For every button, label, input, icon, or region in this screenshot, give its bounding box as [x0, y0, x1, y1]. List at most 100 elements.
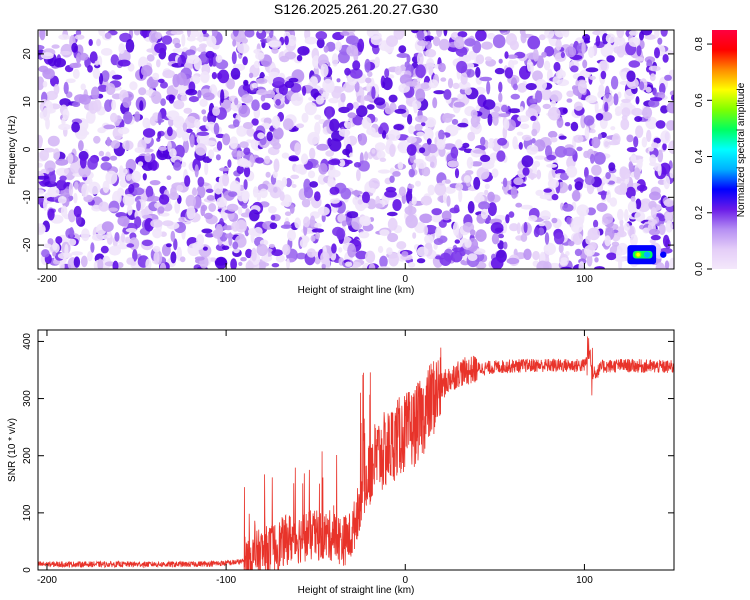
spectrogram-cell: [202, 30, 207, 35]
spectrogram-cell: [271, 47, 279, 54]
spectrogram-cell: [88, 39, 93, 46]
spectrogram-cell: [593, 266, 606, 269]
spectrogram-cell: [505, 33, 517, 46]
spectrogram-cell: [585, 95, 598, 104]
spectrogram-cell: [387, 217, 398, 231]
spectrogram-cell: [181, 33, 186, 47]
spectrogram-cell: [621, 107, 631, 117]
spectrogram-cell: [533, 160, 541, 168]
spectrogram-cell: [146, 54, 155, 62]
spectrogram-cell: [256, 89, 268, 96]
spectrogram-cell: [173, 238, 178, 251]
spectrogram-cell: [227, 191, 238, 198]
spectrogram-cell: [595, 113, 604, 121]
spectrogram-cell: [465, 170, 474, 175]
spectrogram-cell: [478, 201, 490, 210]
spectrogram-cell: [411, 196, 417, 206]
spectrogram-cell: [157, 111, 162, 126]
spectrogram-cell: [57, 196, 67, 204]
spectrogram-cell: [78, 165, 91, 178]
spectrogram-cell: [439, 38, 450, 51]
spectrogram-cell: [246, 127, 255, 137]
spectrogram-cell: [546, 163, 558, 168]
spectrogram-cell: [570, 65, 579, 73]
spectrogram-cell: [406, 144, 417, 156]
spectrogram-cell: [615, 248, 622, 262]
spectrogram-cell: [139, 30, 152, 38]
spectrogram-cell: [126, 243, 135, 248]
spectrogram-cell: [184, 116, 197, 129]
x-tick-label: 100: [576, 575, 593, 586]
spectrogram-cell: [174, 42, 181, 49]
spectrogram-cell: [660, 30, 668, 37]
spectrogram-cell: [230, 67, 241, 80]
spectrogram-cell: [314, 121, 321, 136]
spectrogram-y-label: Frequency (Hz): [7, 116, 18, 185]
spectrogram-cell: [267, 40, 281, 48]
x-tick-label: -200: [37, 274, 57, 285]
spectrogram-cell: [518, 142, 523, 150]
spectrogram-cell: [200, 205, 206, 217]
colorbar-tick-label: 0.4: [694, 149, 705, 163]
spectrogram-cell: [540, 88, 552, 101]
spectrogram-cell: [236, 165, 244, 175]
spectrogram-cell: [351, 190, 363, 196]
colorbar-tick-label: 0.2: [694, 205, 705, 219]
spectrogram-cell: [565, 46, 577, 58]
spectrogram-cell: [553, 61, 561, 72]
spectrogram-cell: [229, 136, 239, 149]
spectrogram-cell: [251, 247, 257, 262]
spectrogram-cell: [365, 250, 376, 264]
spectrogram-cell: [416, 160, 427, 169]
spectrogram-cell: [356, 169, 361, 182]
spectrogram-cell: [405, 214, 418, 229]
spectrogram-cell: [271, 263, 280, 268]
spectrogram-cell: [484, 56, 492, 62]
spectrogram-cell: [262, 93, 275, 99]
spectrogram-cell: [467, 131, 476, 142]
spectrogram-cell: [234, 97, 239, 106]
spectrogram-cell: [487, 202, 497, 217]
spectrogram-cell: [140, 65, 153, 77]
spectrogram-cell: [55, 236, 63, 244]
spectrogram-cell: [455, 139, 463, 149]
spectrogram-cell: [202, 92, 215, 101]
spectrogram-cell: [499, 30, 508, 33]
spectrogram-cell: [613, 46, 624, 54]
spectrogram-cell: [101, 156, 110, 162]
spectrogram-cell: [645, 86, 652, 93]
spectrogram-cell: [128, 183, 135, 194]
spectrogram-cell: [233, 119, 240, 128]
spectrogram-cell: [470, 109, 478, 119]
spectrogram-cell: [69, 227, 74, 238]
spectrogram-cell: [255, 78, 268, 85]
spectrogram-cell: [272, 127, 284, 140]
spectrogram-cell: [118, 43, 125, 54]
spectrogram-cell: [98, 201, 110, 212]
spectrogram-cell: [654, 163, 662, 172]
spectrogram-cell: [570, 121, 579, 132]
spectrogram-cell: [42, 243, 52, 249]
spectrogram-cell: [168, 94, 175, 104]
spectrogram-cell: [341, 220, 347, 227]
spectrogram-cell: [131, 170, 141, 183]
spectrogram-cell: [160, 81, 168, 89]
spectrogram-cell: [543, 188, 552, 193]
spectrogram-cell: [626, 147, 638, 153]
spectrogram-cell: [443, 89, 452, 100]
spectrogram-cell: [294, 217, 301, 229]
spectrogram-cell: [442, 192, 448, 204]
spectrogram-cell: [100, 245, 109, 254]
spectrogram-cell: [605, 33, 616, 44]
spectrogram-cell: [74, 34, 85, 40]
spectrogram-cell: [401, 251, 409, 257]
spectrogram-cell: [241, 94, 253, 104]
spectrogram-cell: [533, 227, 540, 238]
spectrogram-cell: [290, 174, 300, 180]
spectrogram-cell: [139, 100, 144, 111]
x-tick-label: 0: [402, 274, 408, 285]
spectrogram-cell: [94, 60, 100, 66]
spectrogram-cell: [227, 159, 232, 168]
spectrogram-cell: [411, 30, 419, 34]
snr-ticks: -200 -100 0 100 0 100 200 300 400: [22, 330, 674, 586]
